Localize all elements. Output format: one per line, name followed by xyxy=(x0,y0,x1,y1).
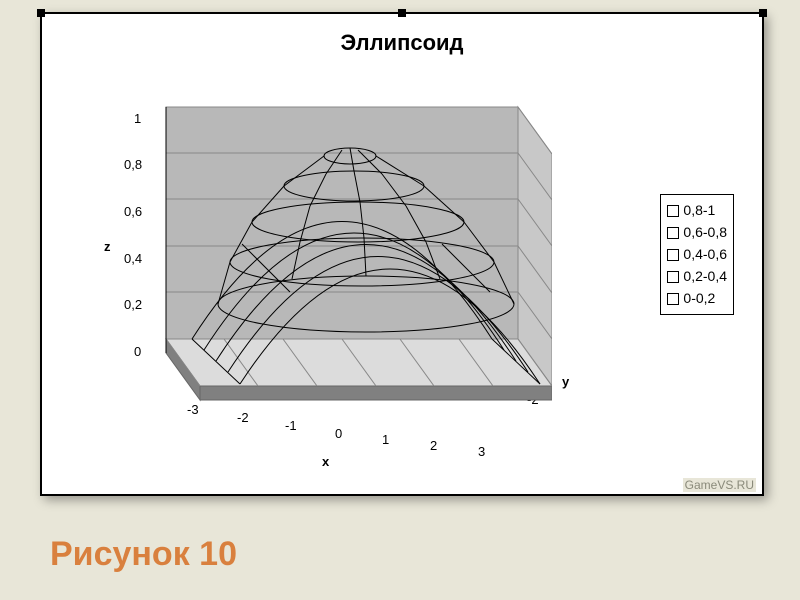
side-wall xyxy=(518,107,552,386)
legend-swatch xyxy=(667,249,679,261)
legend-item-0: 0,8-1 xyxy=(667,200,727,221)
legend-label: 0,2-0,4 xyxy=(683,266,727,287)
figure-caption: Рисунок 10 xyxy=(50,535,237,574)
legend-label: 0,4-0,6 xyxy=(683,244,727,265)
legend-item-1: 0,6-0,8 xyxy=(667,222,727,243)
legend-label: 0,6-0,8 xyxy=(683,222,727,243)
resize-handle-nw[interactable] xyxy=(37,9,45,17)
legend: 0,8-1 0,6-0,8 0,4-0,6 0,2-0,4 0-0,2 xyxy=(660,194,734,315)
legend-label: 0,8-1 xyxy=(683,200,715,221)
chart-title: Эллипсоид xyxy=(42,30,762,56)
y-axis-label: y xyxy=(562,374,569,389)
resize-handle-n[interactable] xyxy=(398,9,406,17)
legend-item-4: 0-0,2 xyxy=(667,288,727,309)
legend-swatch xyxy=(667,271,679,283)
legend-swatch xyxy=(667,293,679,305)
slide: Эллипсоид z y x 0 0,2 0,4 0,6 0,8 1 -3 -… xyxy=(0,0,800,600)
floor-front-2 xyxy=(200,386,552,400)
legend-swatch xyxy=(667,227,679,239)
legend-item-3: 0,2-0,4 xyxy=(667,266,727,287)
legend-item-2: 0,4-0,6 xyxy=(667,244,727,265)
resize-handle-ne[interactable] xyxy=(759,9,767,17)
legend-label: 0-0,2 xyxy=(683,288,715,309)
watermark: GameVS.RU xyxy=(683,478,756,492)
chart-frame: Эллипсоид z y x 0 0,2 0,4 0,6 0,8 1 -3 -… xyxy=(40,12,764,496)
legend-swatch xyxy=(667,205,679,217)
plot-3d-area xyxy=(82,74,552,464)
